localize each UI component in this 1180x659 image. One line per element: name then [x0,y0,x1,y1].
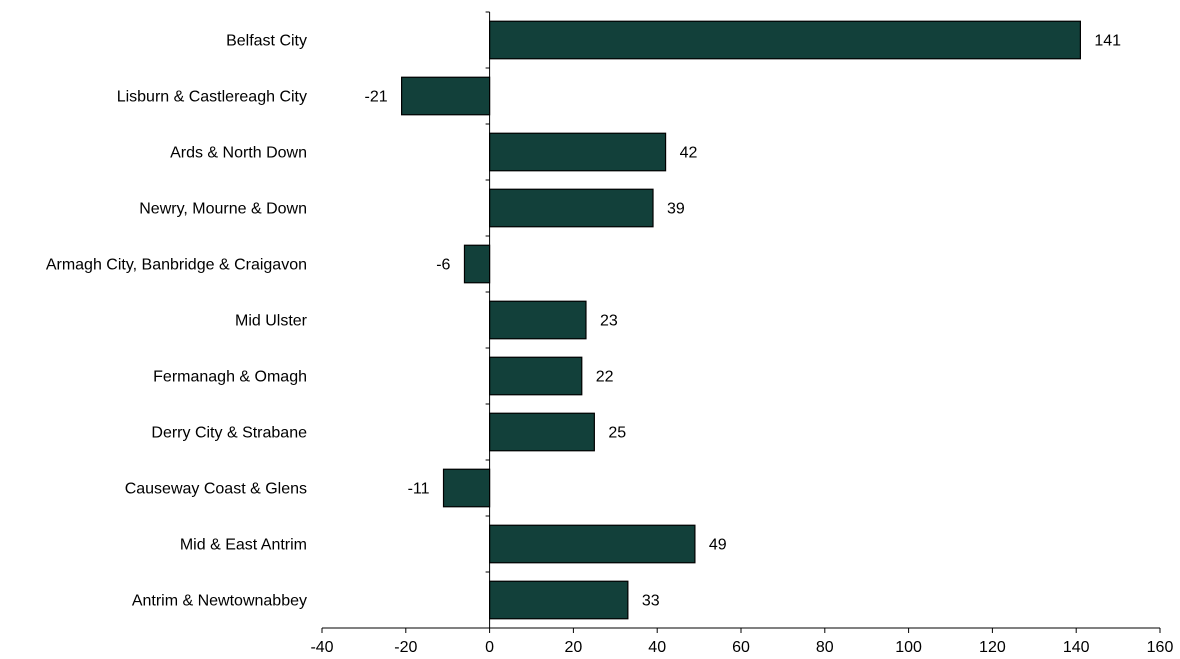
category-label-7: Derry City & Strabane [151,425,307,442]
value-label-2: 42 [680,145,698,162]
bar-5 [489,300,587,340]
bar-10 [489,580,629,620]
bar-1 [401,76,491,116]
x-tick-label-9: 140 [1063,639,1090,656]
value-label-1: -21 [364,89,387,106]
value-label-7: 25 [608,425,626,442]
category-label-5: Mid Ulster [235,313,308,330]
category-label-2: Ards & North Down [170,145,307,162]
x-ticks-group: -40 -20 0 20 40 60 80 100 120 140 160 [310,628,1173,656]
category-label-1: Lisburn & Castlereagh City [117,89,307,106]
category-label-3: Newry, Mourne & Down [139,201,307,218]
bar-2 [489,132,667,172]
category-label-4: Armagh City, Banbridge & Craigavon [46,257,307,274]
bar-9 [489,524,696,564]
value-labels-group: 141 -21 42 39 -6 23 22 25 -11 49 33 [364,33,1121,610]
x-tick-label-7: 100 [895,639,922,656]
x-tick-label-10: 160 [1147,639,1174,656]
x-tick-label-4: 40 [648,639,666,656]
bar-7 [489,412,595,452]
value-label-6: 22 [596,369,614,386]
value-label-8: -11 [408,481,430,498]
value-label-0: 141 [1094,33,1121,50]
category-label-6: Fermanagh & Omagh [153,369,307,386]
value-label-4: -6 [436,257,450,274]
value-label-3: 39 [667,201,685,218]
x-tick-label-8: 120 [979,639,1006,656]
value-label-9: 49 [709,537,727,554]
category-label-9: Mid & East Antrim [180,537,307,554]
x-tick-label-0: -40 [310,639,333,656]
category-label-0: Belfast City [226,33,307,50]
bar-4 [463,244,491,284]
bar-6 [489,356,583,396]
value-label-5: 23 [600,313,618,330]
x-tick-label-1: -20 [394,639,417,656]
bars-group [401,20,1081,620]
x-tick-label-6: 80 [816,639,834,656]
bar-0 [489,20,1081,60]
x-tick-label-2: 0 [485,639,494,656]
value-label-10: 33 [642,593,660,610]
bar-8 [442,468,491,508]
category-labels-group: Belfast City Lisburn & Castlereagh City Ar… [46,33,308,610]
category-label-10: Antrim & Newtownabbey [132,593,307,610]
category-label-8: Causeway Coast & Glens [125,481,307,498]
bar-3 [489,188,654,228]
x-tick-label-3: 20 [565,639,583,656]
x-tick-label-5: 60 [732,639,750,656]
